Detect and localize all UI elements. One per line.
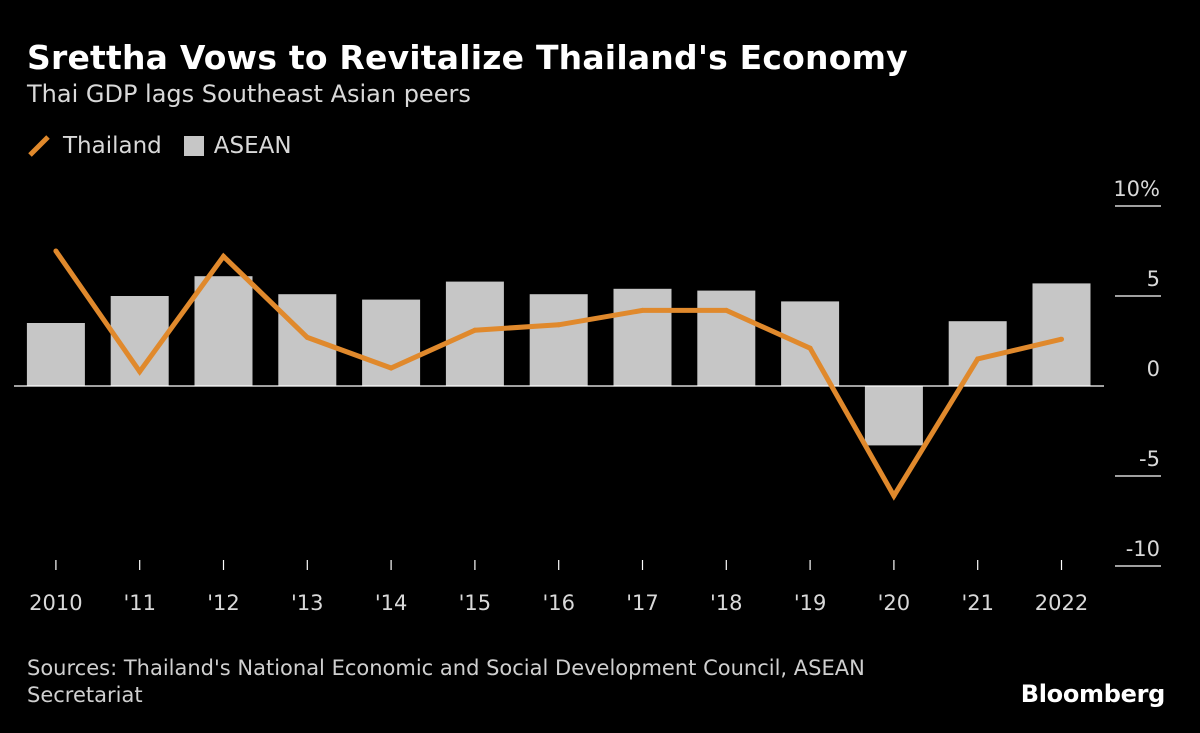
x-tick-label: '20 <box>878 591 911 615</box>
x-tick-label: 2010 <box>29 591 82 615</box>
thailand-point <box>304 334 310 340</box>
asean-bar <box>781 301 840 386</box>
legend-label-asean: ASEAN <box>213 133 292 159</box>
legend-item-asean: ASEAN <box>183 133 292 159</box>
asean-bar <box>529 294 588 386</box>
thailand-point <box>975 356 981 362</box>
chart-subtitle: Thai GDP lags Southeast Asian peers <box>27 80 471 108</box>
x-tick-label: 2022 <box>1035 591 1088 615</box>
asean-bar <box>613 288 672 386</box>
thailand-point <box>221 253 226 259</box>
x-tick-label: '12 <box>207 591 240 615</box>
bar-swatch-icon <box>183 136 204 156</box>
x-tick-label: '16 <box>542 591 575 615</box>
y-tick-label: 0 <box>1147 357 1160 381</box>
y-tick-label: 5 <box>1147 267 1160 291</box>
x-tick-label: '13 <box>291 591 324 615</box>
line-swatch-icon <box>28 135 50 157</box>
x-tick-label: '17 <box>626 591 659 615</box>
x-tick-label: '11 <box>123 591 156 615</box>
asean-bar <box>278 294 337 386</box>
asean-bar <box>697 290 756 386</box>
legend-label-thailand: Thailand <box>63 133 162 159</box>
asean-bar <box>445 281 504 386</box>
legend-item-thailand: Thailand <box>27 133 162 159</box>
thailand-point <box>388 365 394 371</box>
y-tick-label: 10% <box>1113 177 1160 201</box>
thailand-point <box>1059 336 1064 342</box>
y-tick-label: -5 <box>1139 447 1160 471</box>
asean-bar <box>194 276 253 386</box>
asean-bar <box>26 323 85 386</box>
thailand-point <box>807 345 813 351</box>
chart-legend: Thailand ASEAN <box>27 131 314 161</box>
thailand-point <box>137 369 143 375</box>
asean-bar <box>1032 283 1091 386</box>
y-tick-label: -10 <box>1126 537 1160 561</box>
thailand-point <box>53 248 59 254</box>
thailand-point <box>472 327 478 333</box>
chart-title: Srettha Vows to Revitalize Thailand's Ec… <box>27 38 908 77</box>
source-note: Sources: Thailand's National Economic an… <box>27 656 865 707</box>
x-tick-label: '21 <box>961 591 994 615</box>
x-tick-label: '15 <box>459 591 492 615</box>
x-tick-label: '19 <box>794 591 827 615</box>
asean-bar <box>864 386 923 446</box>
bloomberg-logo: Bloomberg <box>1020 680 1166 708</box>
asean-bar <box>362 299 421 386</box>
thailand-point <box>891 493 897 499</box>
thailand-point <box>556 322 562 328</box>
thailand-point <box>723 307 729 313</box>
x-tick-label: '18 <box>710 591 743 615</box>
x-tick-label: '14 <box>375 591 408 615</box>
thailand-point <box>640 307 645 313</box>
